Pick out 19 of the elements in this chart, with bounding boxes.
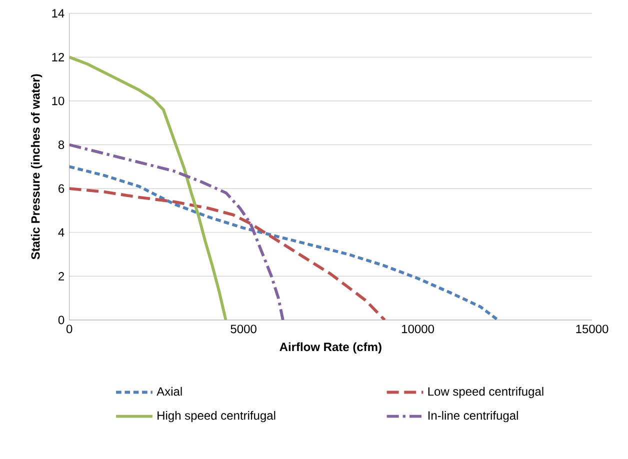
legend-label: Low speed centrifugal [428, 387, 544, 398]
legend-label: High speed centrifugal [158, 411, 276, 422]
x-tick-label: 0 [66, 324, 72, 334]
line-series [69, 165, 500, 320]
y-tick-label: 8 [58, 140, 64, 150]
legend-label: Axial [156, 387, 182, 396]
y-axis-title: Static Pressure (inches of water) [30, 74, 42, 260]
x-tick-label: 15000 [576, 324, 608, 334]
legend-label: In-line centrifugal [428, 411, 518, 422]
y-tick-label: 10 [52, 96, 64, 106]
y-tick-label: 12 [52, 53, 64, 62]
y-tick-label: 14 [52, 9, 64, 18]
y-tick-label: 0 [58, 316, 64, 324]
y-tick-label: 4 [58, 228, 64, 237]
x-tick-label: 10000 [402, 324, 434, 334]
x-tick-label: 5000 [230, 324, 256, 334]
y-tick-label: 2 [58, 272, 64, 281]
x-axis-title: Airflow Rate (cfm) [280, 342, 382, 354]
y-tick-label: 6 [58, 184, 64, 193]
